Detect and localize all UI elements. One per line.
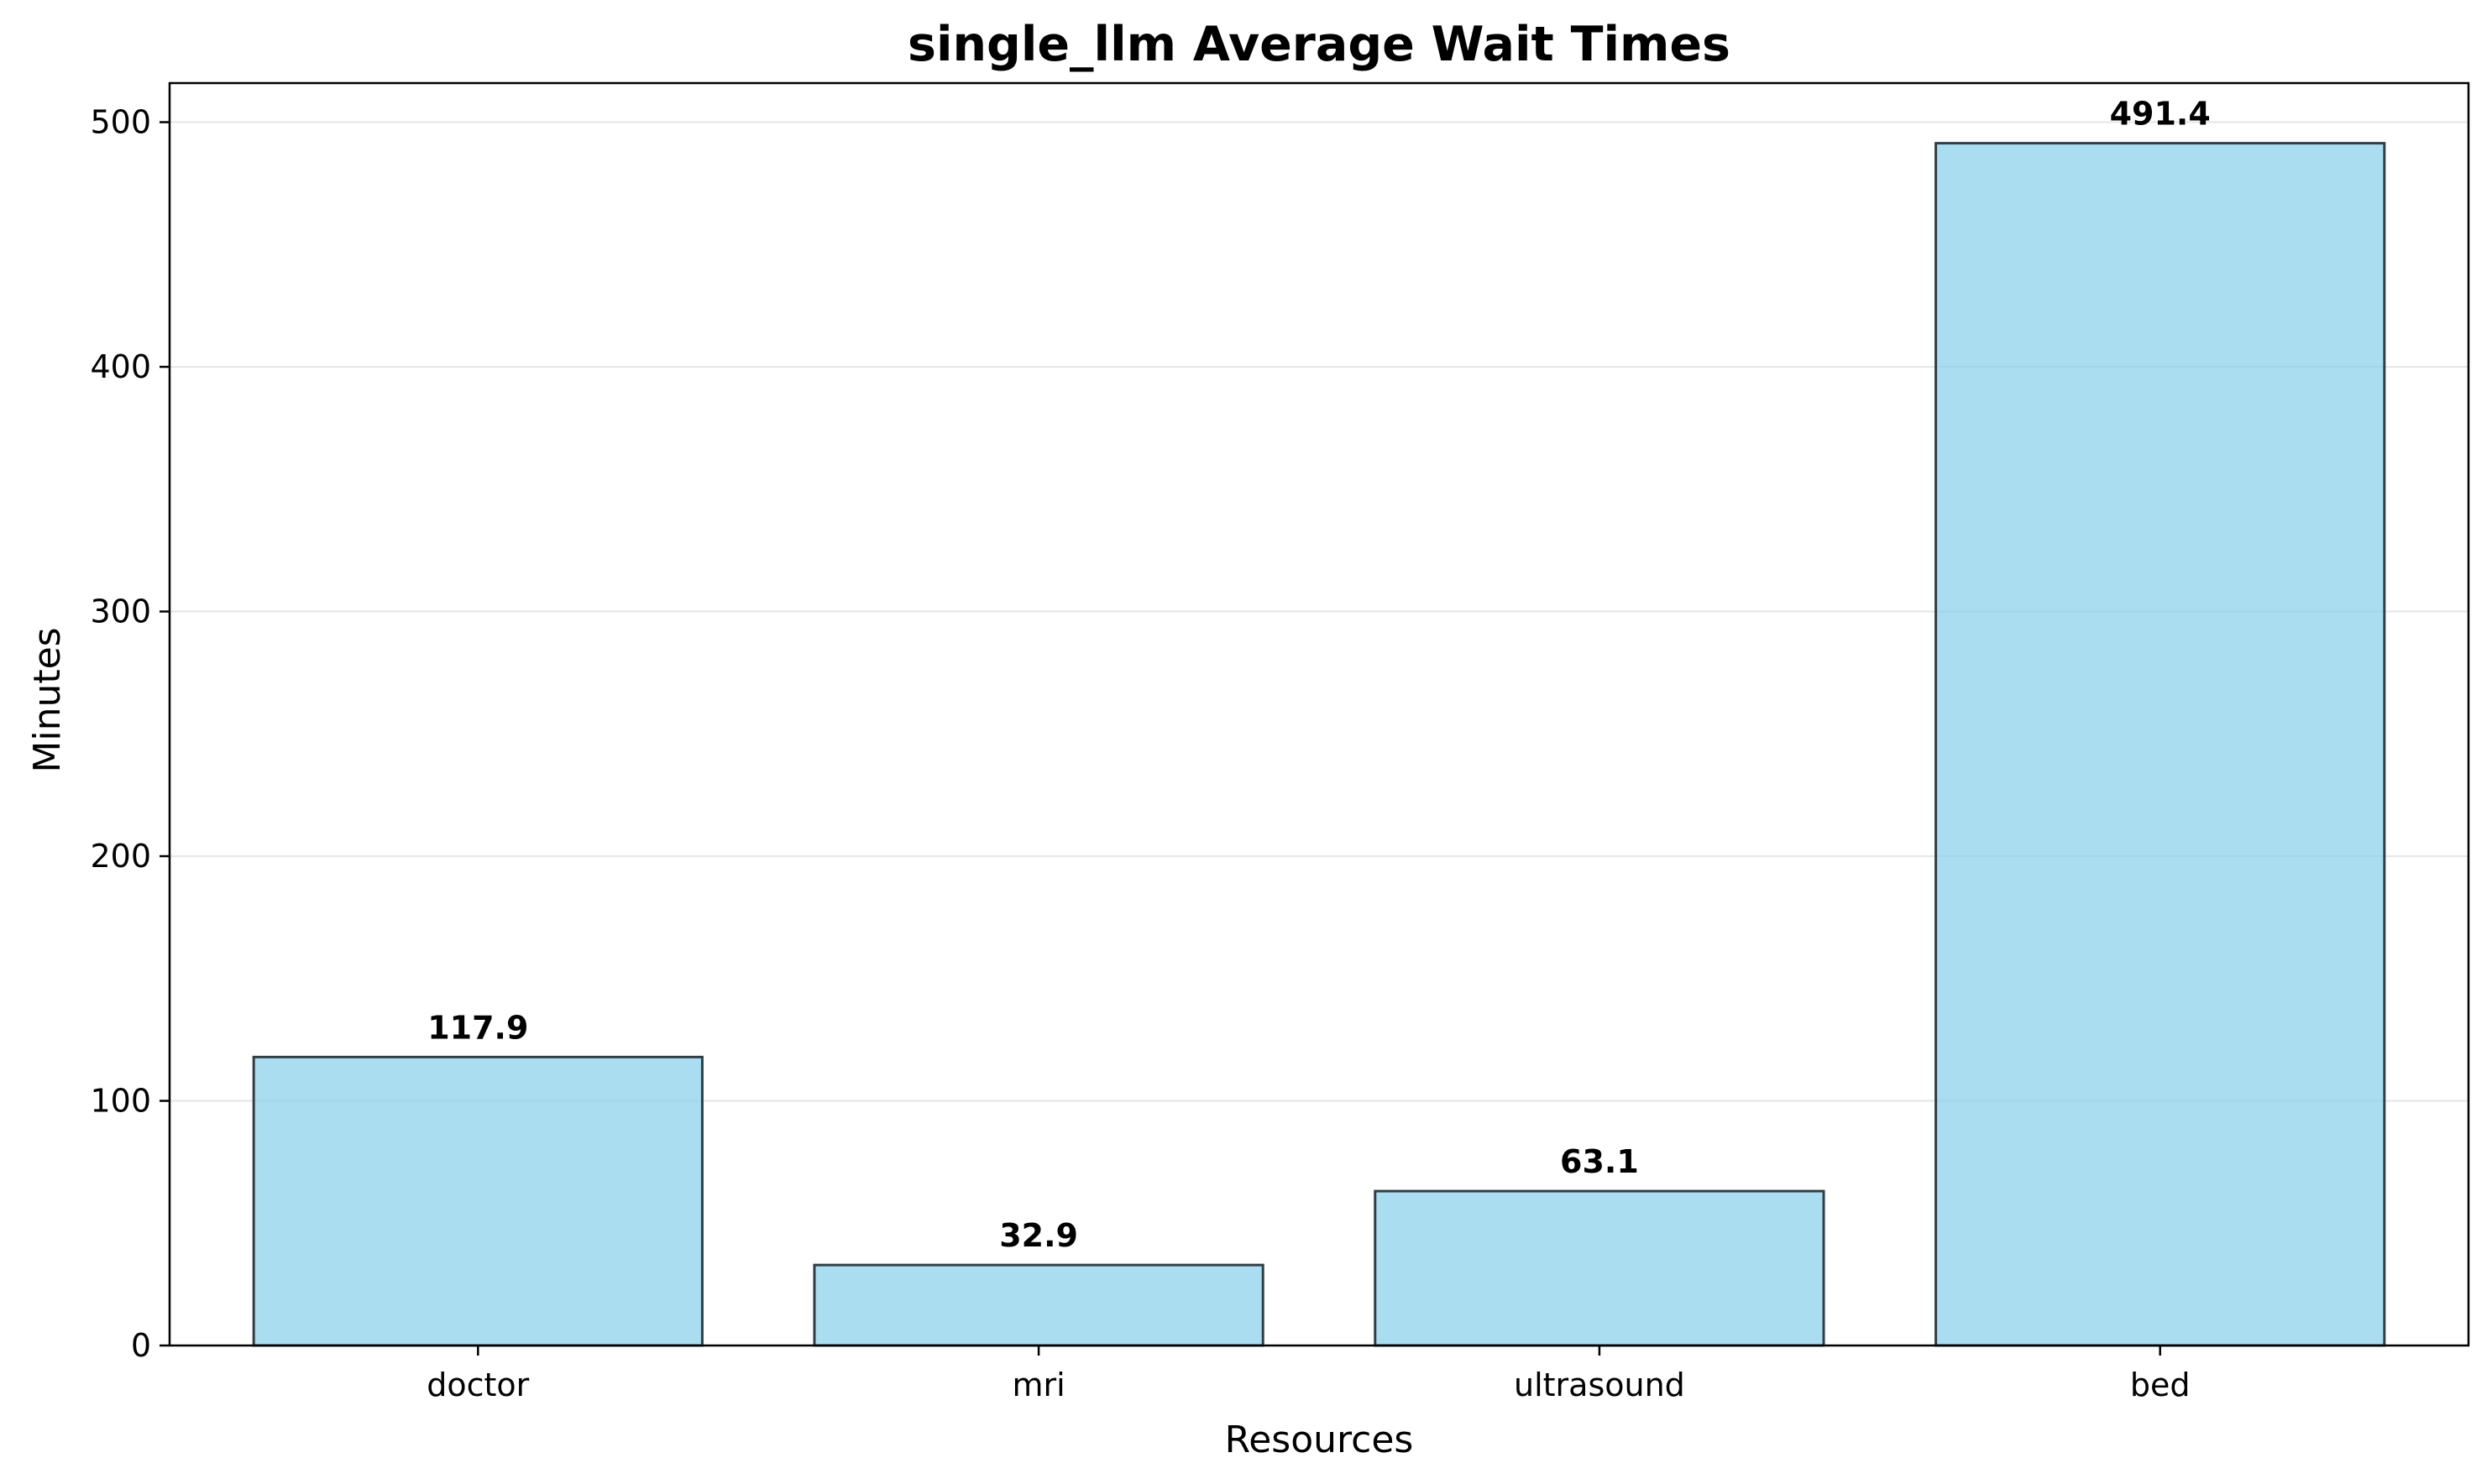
x-tick-label: ultrasound (1514, 1366, 1685, 1403)
y-tick-label: 100 (90, 1083, 151, 1120)
bar-mri (813, 1263, 1264, 1347)
y-tick-label: 200 (90, 838, 151, 875)
axes: 0 100 200 300 400 500 doctor mri ultrasound bed (90, 81, 2470, 1403)
data-label: 117.9 (427, 1009, 528, 1046)
y-tick-label: 0 (131, 1327, 151, 1364)
plot-frame (168, 81, 2470, 1347)
bar-doctor (252, 1055, 704, 1347)
bars (252, 142, 2386, 1347)
y-tick-label: 300 (90, 593, 151, 630)
y-tick-label: 400 (90, 348, 151, 385)
y-axis-label: Minutes (26, 627, 69, 772)
x-tick-label: doctor (427, 1366, 529, 1403)
data-label: 32.9 (999, 1217, 1078, 1254)
bar-bed (1934, 142, 2386, 1347)
data-label: 63.1 (1560, 1143, 1639, 1180)
chart-title: single_llm Average Wait Times (908, 17, 1730, 72)
x-tick-label: bed (2130, 1366, 2191, 1403)
bar-ultrasound (1374, 1189, 1825, 1347)
x-tick-label: mri (1012, 1366, 1065, 1403)
data-labels: 117.9 32.9 63.1 491.4 (427, 96, 2211, 1254)
y-tick-label: 500 (90, 104, 151, 141)
x-axis-label: Resources (1225, 1419, 1414, 1461)
data-label: 491.4 (2110, 96, 2211, 133)
